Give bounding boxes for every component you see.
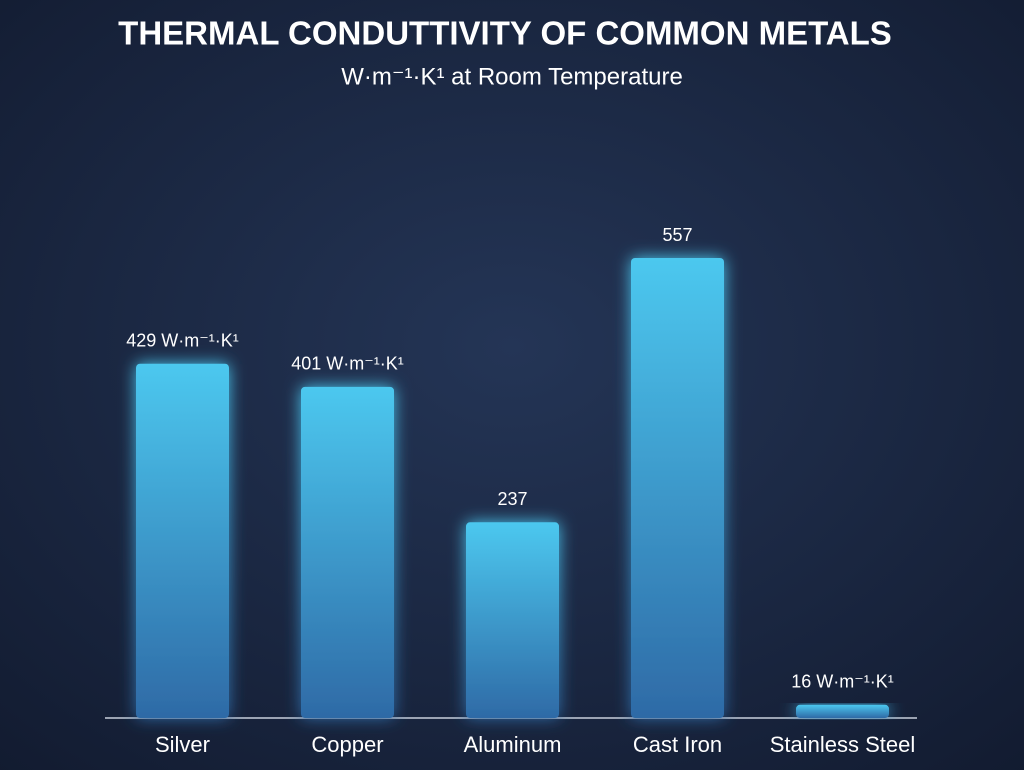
x-tick-label: Cast Iron — [633, 732, 722, 757]
x-tick-label: Aluminum — [464, 732, 562, 757]
value-label: 401 W·m⁻¹·K¹ — [291, 354, 404, 374]
value-label: 429 W·m⁻¹·K¹ — [126, 330, 239, 350]
bar — [136, 363, 229, 718]
value-label: 237 — [497, 489, 527, 509]
x-tick-label: Stainless Steel — [770, 732, 916, 757]
value-label: 16 W·m⁻¹·K¹ — [791, 672, 894, 692]
x-tick-label: Silver — [155, 732, 210, 757]
x-tick-label: Copper — [311, 732, 383, 757]
bar — [301, 386, 394, 718]
chart-subtitle: W·m⁻¹·K¹ at Room Temperature — [341, 63, 683, 90]
chart-title: THERMAL CONDUTTIVITY OF COMMON METALS — [118, 15, 892, 52]
bar — [466, 522, 559, 718]
bar — [796, 704, 889, 718]
value-label: 557 — [662, 225, 692, 245]
bar — [631, 258, 724, 718]
